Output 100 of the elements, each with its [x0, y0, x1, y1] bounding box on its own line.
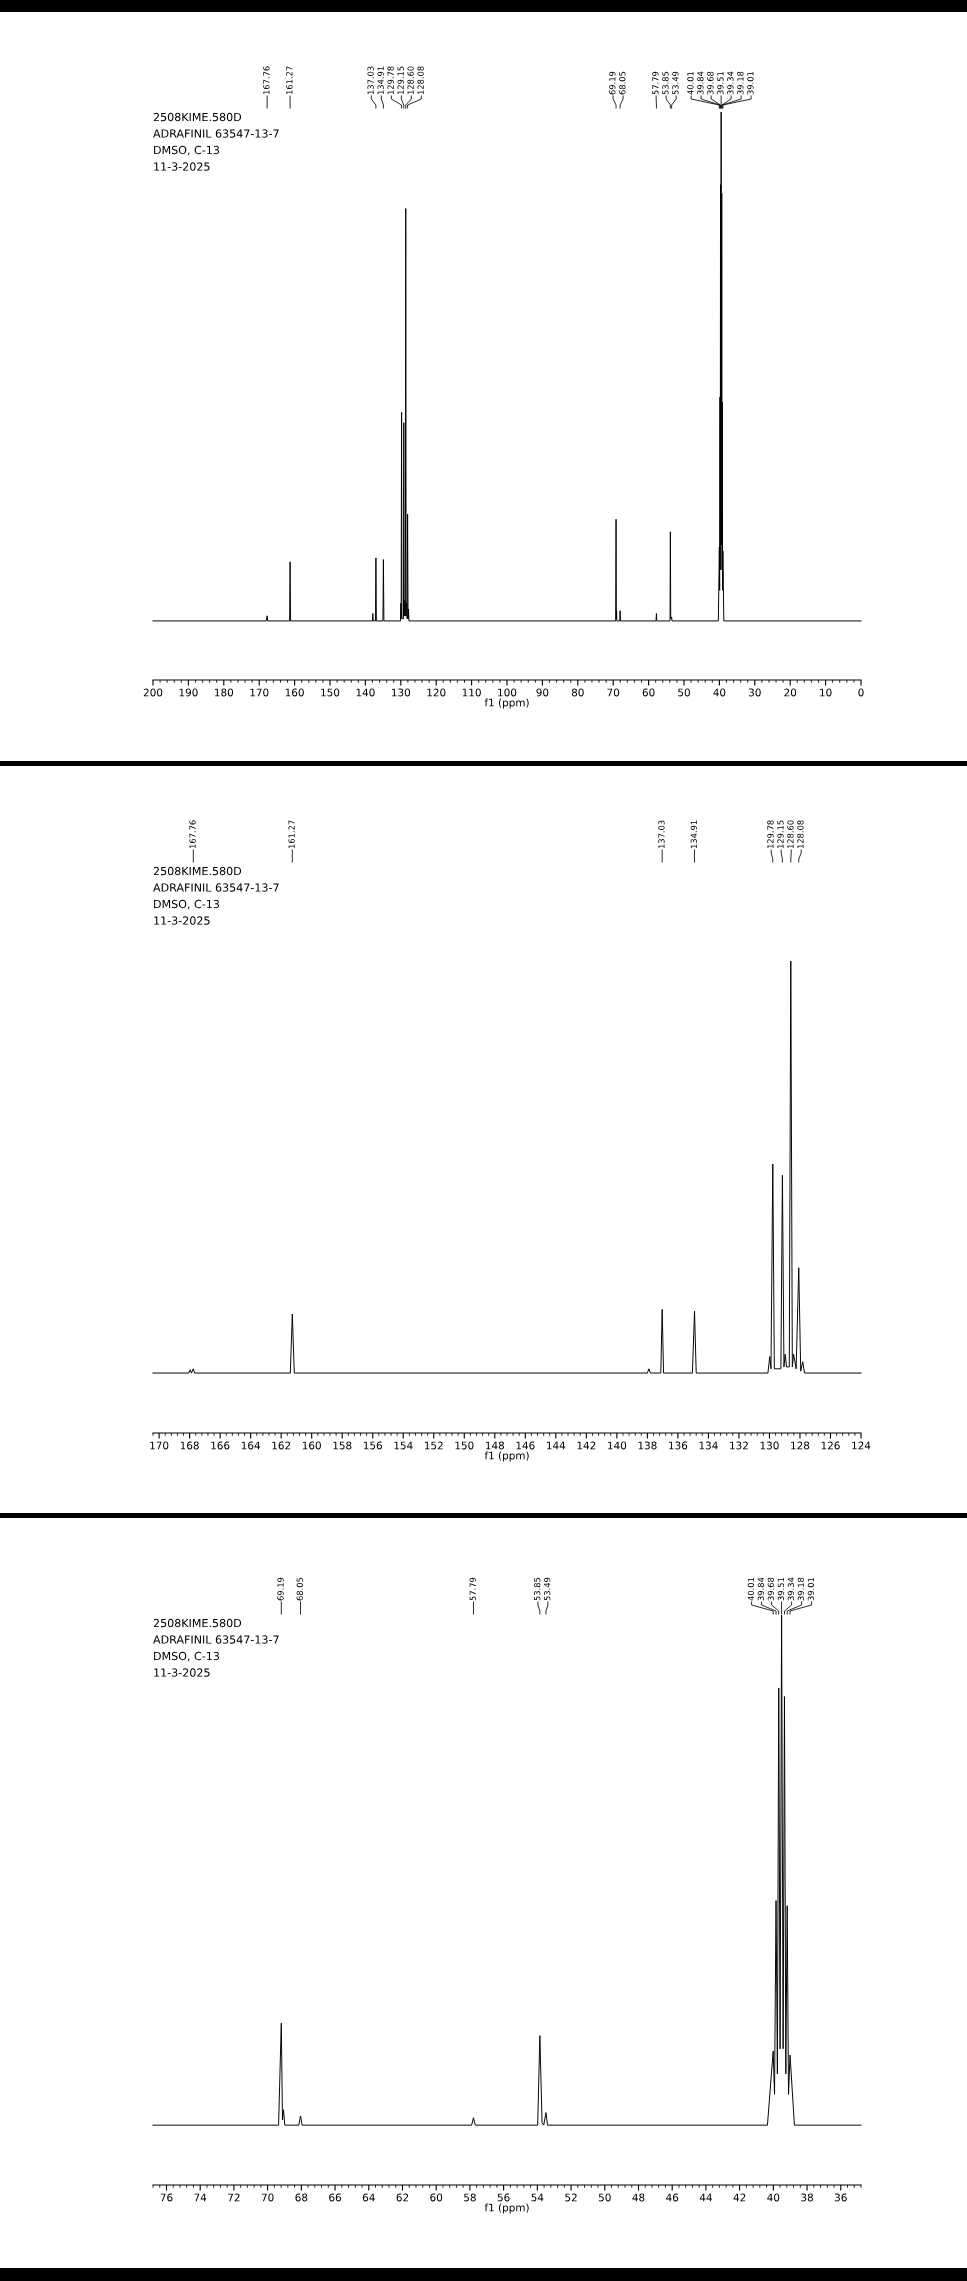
annotation: 39.68	[707, 71, 714, 95]
annotation: 40.01	[747, 1577, 755, 1601]
x-tick-label: 132	[730, 1441, 748, 1450]
x-tick-label: 66	[329, 2193, 342, 2202]
x-tick-label: 58	[464, 2193, 476, 2202]
x-tick-label: 70	[261, 2193, 274, 2202]
x-tick-label: 138	[638, 1441, 657, 1450]
x-tick-label: 56	[497, 2193, 510, 2202]
x-tick-label: 100	[498, 688, 517, 697]
x-tick-label: 50	[598, 2193, 611, 2202]
annotation: ADRAFINIL 63547-13-7	[153, 1635, 279, 1644]
x-tick-label: 60	[430, 2193, 443, 2202]
annotation: 57.79	[652, 71, 659, 95]
x-axis-title: f1 (ppm)	[484, 2203, 529, 2214]
annotation: DMSO, C-13	[154, 1651, 220, 1662]
x-tick-label: 160	[285, 688, 304, 697]
x-tick-label: 62	[396, 2193, 409, 2202]
x-tick-label: 90	[536, 688, 549, 697]
x-tick-label: 150	[321, 688, 340, 697]
x-tick-label: 168	[180, 1441, 199, 1450]
x-tick-label: 40	[767, 2193, 780, 2202]
x-tick-label: 68	[295, 2193, 308, 2202]
annotation: 39.84	[757, 1577, 765, 1601]
annotation: 11-3-2025	[154, 1668, 210, 1677]
annotation: 129.78	[767, 820, 774, 849]
x-tick-label: 120	[427, 688, 446, 697]
annotation: 128.08	[417, 66, 424, 95]
annotation: 68.05	[296, 1577, 303, 1601]
annotation: 39.34	[727, 71, 734, 95]
x-tick-label: 140	[608, 1441, 627, 1450]
x-tick-label: 0	[858, 688, 864, 697]
text: DMSO, C-13	[154, 899, 220, 910]
annotation: 137.03	[658, 820, 665, 849]
annotation: 39.01	[807, 1577, 815, 1601]
x-tick-label: 50	[678, 688, 690, 697]
annotation: 161.27	[288, 820, 295, 849]
x-tick-label: 40	[713, 688, 726, 697]
x-tick-label: 156	[363, 1441, 383, 1450]
x-tick-label: 200	[143, 688, 163, 697]
x-tick-label: 20	[784, 688, 797, 697]
annotation: 39.68	[767, 1577, 775, 1601]
x-tick-label: 170	[250, 688, 269, 697]
x-tick-label: 144	[547, 1441, 566, 1450]
x-tick-label: 130	[392, 688, 411, 697]
x-tick-label: 152	[424, 1441, 443, 1450]
annotation: 2508KIME.580D	[153, 112, 242, 122]
x-tick-label: 166	[211, 1441, 230, 1450]
annotation: 68.05	[619, 71, 626, 95]
x-tick-label: 48	[632, 2193, 645, 2202]
annotation: 39.51	[777, 1577, 785, 1601]
x-tick-label: 170	[150, 1441, 169, 1450]
annotation: 128.60	[407, 66, 414, 95]
x-tick-label: 44	[699, 2193, 712, 2202]
annotation: ADRAFINIL 63547-13-7	[153, 129, 279, 138]
x-tick-label: 136	[669, 1441, 688, 1450]
x-tick-label: 76	[160, 2193, 173, 2202]
annotation: 39.18	[797, 1577, 805, 1601]
x-tick-label: 134	[699, 1441, 718, 1450]
x-tick-label: 38	[801, 2193, 813, 2202]
x-tick-label: 72	[228, 2193, 240, 2202]
annotation: 53.85	[534, 1577, 541, 1601]
annotation: 128.08	[797, 820, 804, 849]
annotation: 40.01	[687, 71, 694, 95]
x-tick-label: 36	[834, 2193, 847, 2202]
annotation: 53.49	[672, 71, 679, 95]
x-axis-title: f1 (ppm)	[484, 698, 529, 709]
x-tick-label: 140	[356, 688, 375, 697]
annotation: 53.49	[544, 1577, 551, 1601]
x-tick-label: 60	[642, 688, 655, 697]
annotation: DMSO, C-13	[154, 145, 220, 156]
x-tick-label: 124	[852, 1441, 871, 1450]
annotation: 39.01	[747, 71, 754, 95]
annotation: 137.03	[367, 66, 374, 95]
x-tick-label: 142	[577, 1441, 596, 1450]
x-tick-label: 128	[791, 1441, 810, 1450]
x-tick-label: 160	[302, 1441, 321, 1450]
x-tick-label: 42	[733, 2193, 746, 2202]
annotation: 128.60	[787, 820, 794, 849]
annotation: 2508KIME.580D	[153, 1618, 242, 1628]
x-tick-label: 164	[241, 1441, 261, 1450]
x-tick-label: 158	[333, 1441, 352, 1450]
annotation: 57.79	[469, 1577, 476, 1601]
annotation: 134.91	[690, 820, 697, 849]
annotation: 167.76	[189, 820, 196, 849]
annotation: 39.51	[717, 71, 724, 95]
x-tick-label: 64	[362, 2193, 375, 2202]
text: 11-3-2025	[154, 916, 210, 925]
text: 2508KIME.580D	[153, 866, 242, 876]
x-tick-label: 154	[394, 1441, 413, 1450]
x-tick-label: 110	[462, 688, 481, 697]
x-tick-label: 30	[748, 688, 761, 697]
x-tick-label: 54	[531, 2193, 544, 2202]
x-tick-label: 80	[571, 688, 584, 697]
text: ADRAFINIL 63547-13-7	[153, 883, 279, 892]
annotation: 53.85	[662, 71, 669, 95]
x-axis-title: f1 (ppm)	[484, 1451, 529, 1462]
annotation: 39.84	[697, 71, 704, 95]
x-tick-label: 52	[565, 2193, 577, 2202]
x-tick-label: 150	[455, 1441, 474, 1450]
x-tick-label: 74	[194, 2193, 207, 2202]
